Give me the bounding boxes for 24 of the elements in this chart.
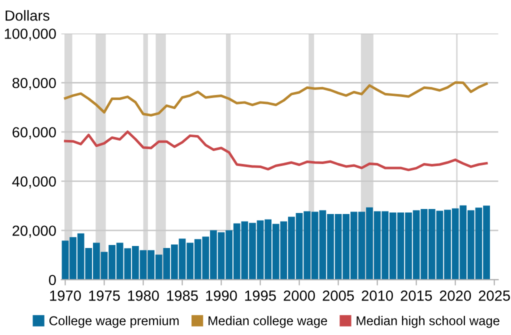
line-series xyxy=(64,81,488,116)
x-tick-label: 2020 xyxy=(440,290,471,301)
x-tick-label: 1995 xyxy=(245,290,276,301)
y-tick-label: 20,000 xyxy=(12,226,56,238)
y-tick-label: 100,000 xyxy=(4,28,56,41)
x-tick-label: 2000 xyxy=(284,290,315,301)
x-tick-label: 1975 xyxy=(89,290,120,301)
x-tick-label: 1985 xyxy=(167,290,198,301)
y-axis-title: Dollars xyxy=(6,10,50,21)
y-tick-label: 0 xyxy=(48,274,56,286)
legend-label: Median high school wage xyxy=(356,316,500,328)
x-tick-label: 1980 xyxy=(128,290,159,301)
legend-label: College wage premium xyxy=(49,316,179,328)
x-tick-label: 1990 xyxy=(206,290,237,301)
legend-label: Median college wage xyxy=(208,316,328,328)
y-tick-label: 60,000 xyxy=(12,127,56,140)
x-tick-label: 2010 xyxy=(362,290,393,301)
x-tick-label: 2015 xyxy=(400,290,432,301)
x-tick-label: 1970 xyxy=(50,290,81,301)
y-tick-label: 40,000 xyxy=(12,176,56,188)
y-tick-label: 80,000 xyxy=(12,78,56,90)
line-series xyxy=(64,130,488,172)
x-tick-label: 2005 xyxy=(322,290,354,301)
x-tick-label: 2025 xyxy=(478,290,510,301)
